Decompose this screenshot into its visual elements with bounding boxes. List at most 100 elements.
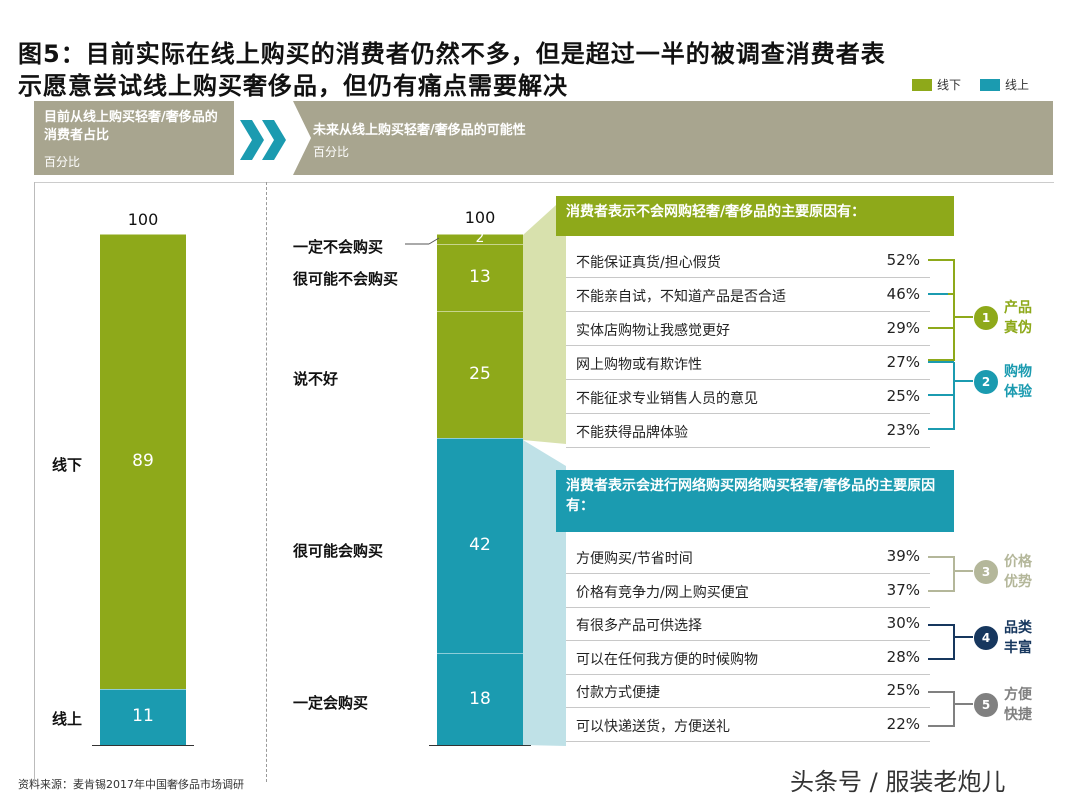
bar1-segment-1: [100, 688, 186, 745]
chart-title-line-1: 图5：目前实际在线上购买的消费者仍然不多，但是超过一半的被调查消费者表: [18, 40, 886, 68]
bar2-segment-1: [437, 244, 523, 311]
legend-swatch-offline: [912, 78, 932, 91]
buy-reason-row-value: 25%: [886, 681, 920, 699]
bar2-segment-2: [437, 310, 523, 439]
right-header-title: 未来从线上购买轻奢/奢侈品的可能性: [313, 123, 526, 138]
buy-reason-row-label: 可以在任何我方便的时候购物: [576, 651, 758, 668]
right-header-subtitle: 百分比: [313, 145, 350, 159]
buy-reason-row: 可以在任何我方便的时候购物 28%: [566, 641, 930, 675]
buy-reason-row: 可以快递送货，方便送礼 22%: [566, 708, 930, 742]
bar2-label-not-sure: 说不好: [293, 370, 339, 388]
left-header-title: 目前从线上购买轻奢/奢侈品的消费者占比: [44, 110, 218, 143]
buy-reasons-header: 消费者表示会进行网络购买网络购买轻奢/奢侈品的主要原因有：: [556, 470, 954, 532]
buy-reason-row-value: 22%: [886, 714, 920, 733]
bar2-label-leader-line: [405, 237, 440, 245]
category-label-2: 购物体验: [1004, 364, 1032, 400]
left-header-subtitle: 百分比: [44, 155, 81, 169]
buy-reason-row: 付款方式便捷 25%: [566, 674, 930, 708]
bar2-label-probably-not: 很可能不会购买: [293, 270, 399, 288]
buy-reason-row-value: 37%: [886, 580, 920, 599]
category-convenience: 5 方便快捷: [974, 685, 1044, 725]
not-buy-reason-row-label: 实体店购物让我感觉更好: [576, 323, 730, 339]
category-label-3: 价格优势: [1004, 554, 1032, 590]
buy-reason-row: 有很多产品可供选择 30%: [566, 607, 930, 641]
not-buy-reason-row: 不能亲自试，不知道产品是否合适 46%: [566, 278, 930, 312]
category-label-5: 方便快捷: [1004, 687, 1032, 723]
right-header-banner: 未来从线上购买轻奢/奢侈品的可能性 百分比: [293, 101, 1053, 175]
bar2-label-definitely-not: 一定不会购买: [293, 238, 384, 256]
chart-title-line-2: 示愿意尝试线上购买奢侈品，但仍有痛点需要解决: [18, 72, 568, 100]
legend-label-online: 线上: [1005, 78, 1030, 92]
category-number-5: 5: [974, 693, 998, 717]
not-buy-reason-row-value: 23%: [886, 421, 920, 439]
legend-label-offline: 线下: [937, 78, 962, 92]
buy-reason-row-value: 30%: [886, 614, 920, 632]
category-number-1: 1: [974, 306, 998, 330]
not-buy-reasons-header: 消费者表示不会网购轻奢/奢侈品的主要原因有：: [556, 196, 954, 236]
category-label-1: 产品真伪: [1004, 300, 1032, 336]
double-chevron-icon: [240, 120, 288, 160]
legend-item-online: 线上: [980, 76, 1029, 93]
buy-reason-row-value: 39%: [886, 547, 920, 565]
bar1-label-offline: 线下: [52, 456, 83, 474]
bar2-segment-4: [437, 653, 523, 745]
legend-swatch-online: [980, 78, 1000, 91]
bar1-value-1: 11: [132, 706, 154, 727]
bar2-segment-0: [437, 234, 523, 245]
bar2-value-1: 13: [469, 266, 491, 287]
buy-reason-row-label: 可以快递送货，方便送礼: [576, 718, 730, 735]
bar2-baseline: [429, 745, 531, 746]
left-header-banner: 目前从线上购买轻奢/奢侈品的消费者占比 百分比: [34, 101, 234, 175]
bar1-segment-0: [100, 234, 186, 689]
not-buy-reason-row: 不能征求专业销售人员的意见 25%: [566, 380, 930, 414]
buy-reason-row-label: 价格有竞争力/网上购买便宜: [576, 584, 749, 601]
category-product-authenticity: 1 产品真伪: [974, 298, 1044, 338]
buy-reason-row: 价格有竞争力/网上购买便宜 37%: [566, 574, 930, 608]
legend-item-offline: 线下: [912, 76, 961, 93]
bar2-value-4: 18: [469, 688, 491, 709]
section-divider: [34, 182, 1054, 183]
buy-reason-row-label: 付款方式便捷: [576, 685, 660, 701]
source-note: 资料来源：麦肯锡2017年中国奢侈品市场调研: [18, 778, 244, 791]
not-buy-reason-row-label: 不能保证真货/担心假货: [576, 255, 721, 271]
not-buy-reason-row-label: 不能征求专业销售人员的意见: [576, 391, 758, 407]
bar2-segment-3: [437, 438, 523, 653]
not-buy-reason-row-value: 52%: [886, 251, 920, 269]
bar1-value-0: 89: [132, 450, 154, 471]
category-number-4: 4: [974, 626, 998, 650]
not-buy-reason-row-label: 不能亲自试，不知道产品是否合适: [576, 289, 786, 305]
bar1-total-label: 100: [127, 210, 159, 229]
bar2-label-definitely-will: 一定会购买: [293, 694, 369, 712]
not-buy-reason-row: 网上购物或有欺诈性 27%: [566, 346, 930, 380]
bar2-value-2: 25: [469, 364, 491, 385]
not-buy-reason-row: 不能保证真货/担心假货 52%: [566, 244, 930, 278]
not-buy-reason-row-label: 不能获得品牌体验: [576, 425, 688, 441]
category-price-advantage: 3 价格优势: [974, 552, 1044, 592]
not-buy-reason-row-value: 29%: [886, 319, 920, 337]
bar1-baseline: [92, 745, 194, 746]
not-buy-reason-row: 实体店购物让我感觉更好 29%: [566, 312, 930, 346]
category-number-3: 3: [974, 560, 998, 584]
not-buy-reason-row-value: 25%: [886, 387, 920, 405]
bar1-label-online: 线上: [52, 710, 83, 728]
not-buy-reason-row-value: 46%: [886, 285, 920, 303]
buy-reason-row-label: 方便购买/节省时间: [576, 551, 693, 567]
category-shopping-experience: 2 购物体验: [974, 362, 1044, 402]
buy-reason-row-label: 有很多产品可供选择: [576, 618, 702, 634]
category-rich-selection: 4 品类丰富: [974, 618, 1044, 658]
bar2-total-label: 100: [464, 208, 496, 227]
bracket-wedges: [523, 196, 566, 746]
dashed-divider: [266, 182, 267, 782]
not-buy-reason-row: 不能获得品牌体验 23%: [566, 414, 930, 448]
category-label-4: 品类丰富: [1004, 620, 1032, 656]
bar2-value-3: 42: [469, 535, 491, 556]
not-buy-reason-row-value: 27%: [886, 353, 920, 371]
category-number-2: 2: [974, 370, 998, 394]
buy-reason-row: 方便购买/节省时间 39%: [566, 540, 930, 574]
not-buy-reason-row-label: 网上购物或有欺诈性: [576, 357, 702, 373]
left-panel-border: [34, 182, 267, 782]
bar2-value-0: 2: [475, 230, 485, 247]
watermark-text: 头条号 / 服装老炮儿: [790, 768, 1006, 796]
category-bracket-lines: [928, 259, 973, 727]
bar2-label-probably-will: 很可能会购买: [293, 542, 384, 560]
